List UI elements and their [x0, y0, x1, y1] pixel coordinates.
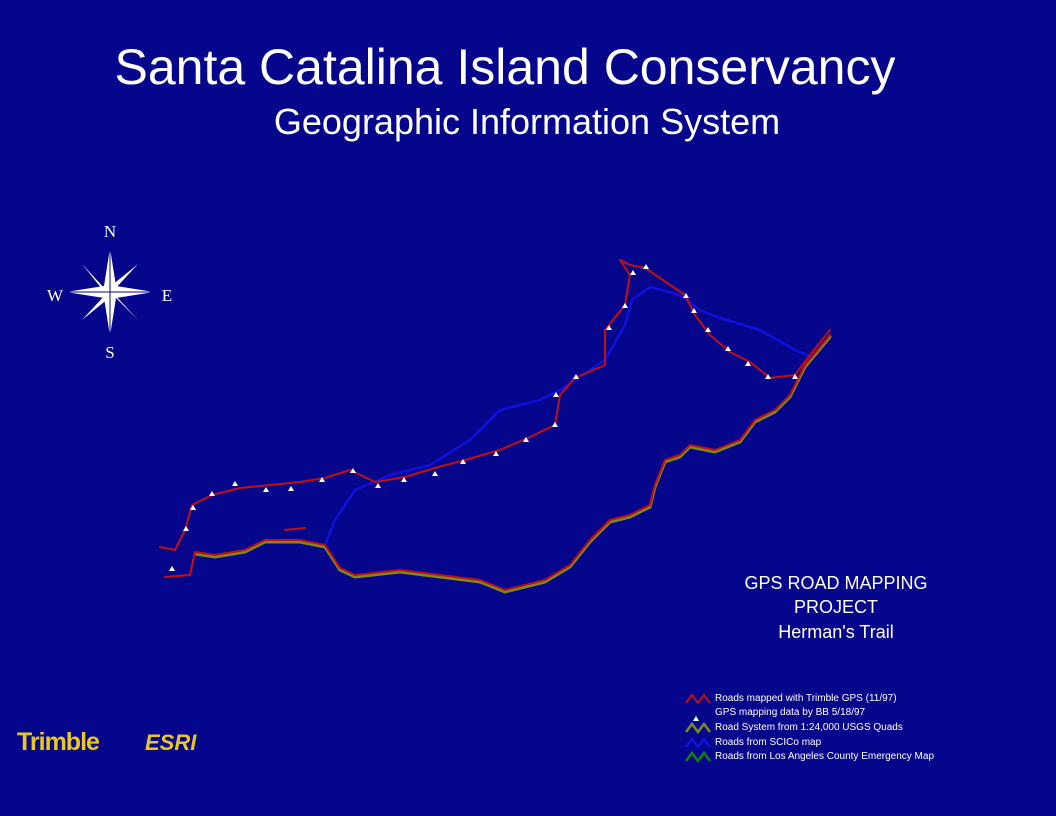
legend-label: Road System from 1:24,000 USGS Quads: [715, 722, 903, 733]
subtitle: Geographic Information System: [274, 101, 780, 142]
legend-label: Roads from Los Angeles County Emergency …: [715, 751, 934, 762]
compass-label: S: [105, 343, 114, 362]
logo-esri: ESRI: [145, 730, 197, 755]
compass-rose: N W E S: [47, 222, 172, 362]
legend: Roads mapped with Trimble GPS (11/97) GP…: [685, 693, 934, 764]
project-text: GPS ROAD MAPPING: [744, 573, 927, 593]
road-gps: [159, 259, 831, 551]
logo-trimble: Trimble: [17, 728, 100, 756]
compass-label: E: [162, 286, 172, 305]
legend-label: GPS mapping data by BB 5/18/97: [715, 707, 866, 718]
title: Santa Catalina Island Conservancy: [114, 39, 895, 95]
compass-label: N: [104, 222, 116, 241]
project-text: Herman's Trail: [778, 622, 893, 642]
compass-label: W: [47, 286, 64, 305]
legend-label: Roads mapped with Trimble GPS (11/97): [715, 693, 897, 704]
road-gps: [164, 334, 831, 591]
road-usgs: [193, 335, 832, 594]
project-text: PROJECT: [794, 597, 878, 617]
roads: [159, 259, 832, 594]
legend-label: Roads from SCICo map: [715, 737, 822, 748]
